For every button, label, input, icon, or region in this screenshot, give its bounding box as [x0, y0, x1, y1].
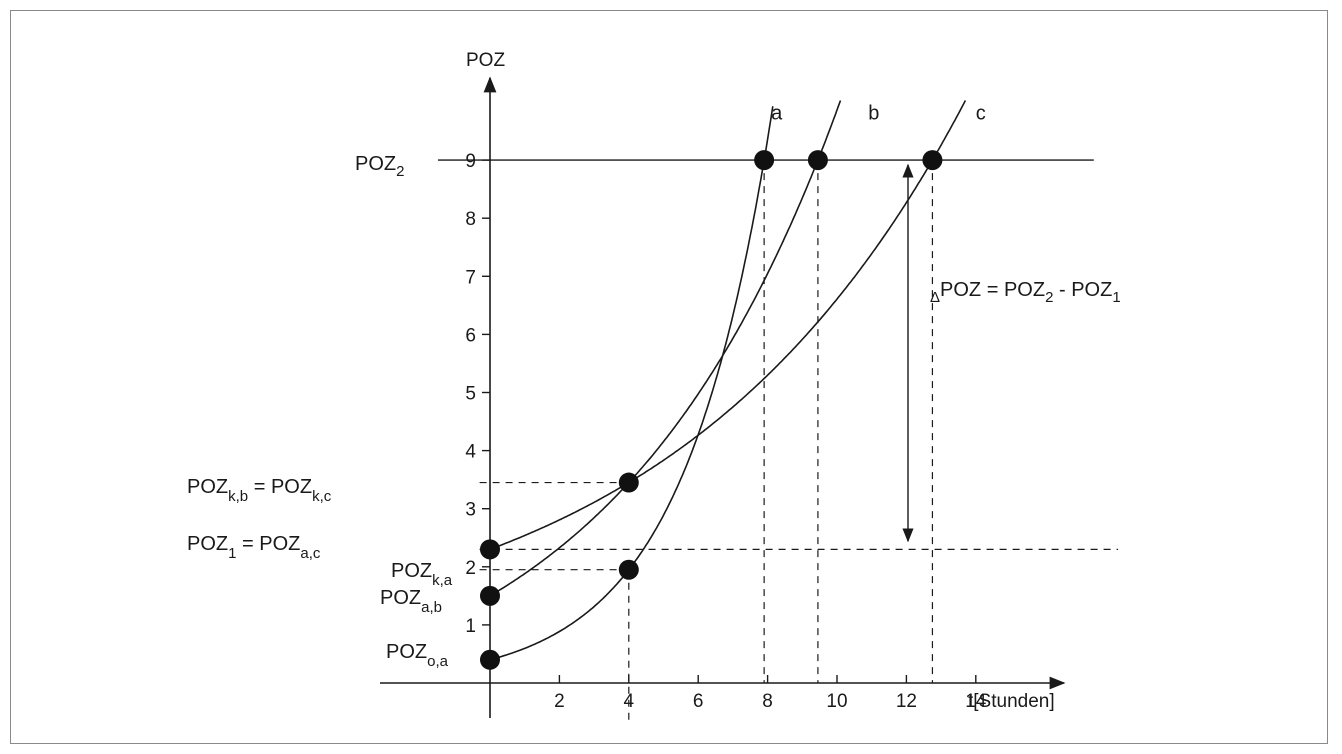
y-tick-label: 6: [465, 325, 476, 346]
series-label-a: a: [771, 102, 783, 124]
series-labels: a b c: [771, 102, 986, 124]
data-point-marker: [480, 649, 500, 670]
curve-b: [489, 100, 842, 597]
x-tick-label: 12: [896, 691, 917, 712]
data-point-marker: [807, 150, 828, 171]
series-label-b: b: [868, 102, 879, 124]
reference-dashed-lines: [479, 160, 1119, 724]
annotation-poz1: POZ1 = POZa,c: [187, 533, 321, 562]
annotation-pozab: POZa,b: [380, 587, 442, 616]
annotation-delta-poz: ΔPOZ = POZ2 - POZ1: [930, 279, 1121, 306]
x-tick-label: 4: [624, 691, 635, 712]
y-ticks: 1 2 3 4 5 6 7 8 9: [465, 151, 490, 637]
annotation-pozka: POZk,a: [391, 560, 453, 589]
y-tick-label: 1: [465, 616, 476, 637]
series-label-c: c: [976, 102, 986, 124]
y-tick-label: 3: [465, 500, 476, 521]
chart-frame: [10, 10, 1328, 744]
data-point-marker: [922, 150, 943, 171]
y-tick-label: 9: [465, 151, 476, 172]
x-tick-label: 8: [762, 691, 773, 712]
annotation-pozoa: POZo,a: [386, 641, 449, 670]
y-axis-title: POZ: [466, 50, 505, 71]
curves: [489, 100, 967, 661]
y-tick-label: 4: [465, 442, 476, 463]
x-tick-label: 14: [965, 691, 987, 712]
data-point-marker: [480, 539, 500, 560]
x-tick-label: 6: [693, 691, 704, 712]
annotation-poz2: POZ2: [355, 153, 404, 180]
annotation-pozkb: POZk,b = POZk,c: [187, 476, 332, 505]
data-point-marker: [618, 472, 639, 493]
x-ticks: 2 4 6 8 10 12 14: [554, 675, 987, 712]
x-axis-title: t[Stunden]: [968, 691, 1055, 712]
x-tick-label: 10: [826, 691, 847, 712]
markers: [480, 150, 943, 670]
y-tick-label: 2: [465, 558, 476, 579]
y-tick-label: 5: [465, 384, 476, 405]
curve-c: [489, 100, 967, 551]
data-point-marker: [618, 559, 639, 580]
x-tick-label: 2: [554, 691, 565, 712]
data-point-marker: [754, 150, 775, 171]
y-tick-label: 7: [465, 267, 476, 288]
data-point-marker: [480, 585, 500, 606]
y-tick-label: 8: [465, 209, 476, 230]
